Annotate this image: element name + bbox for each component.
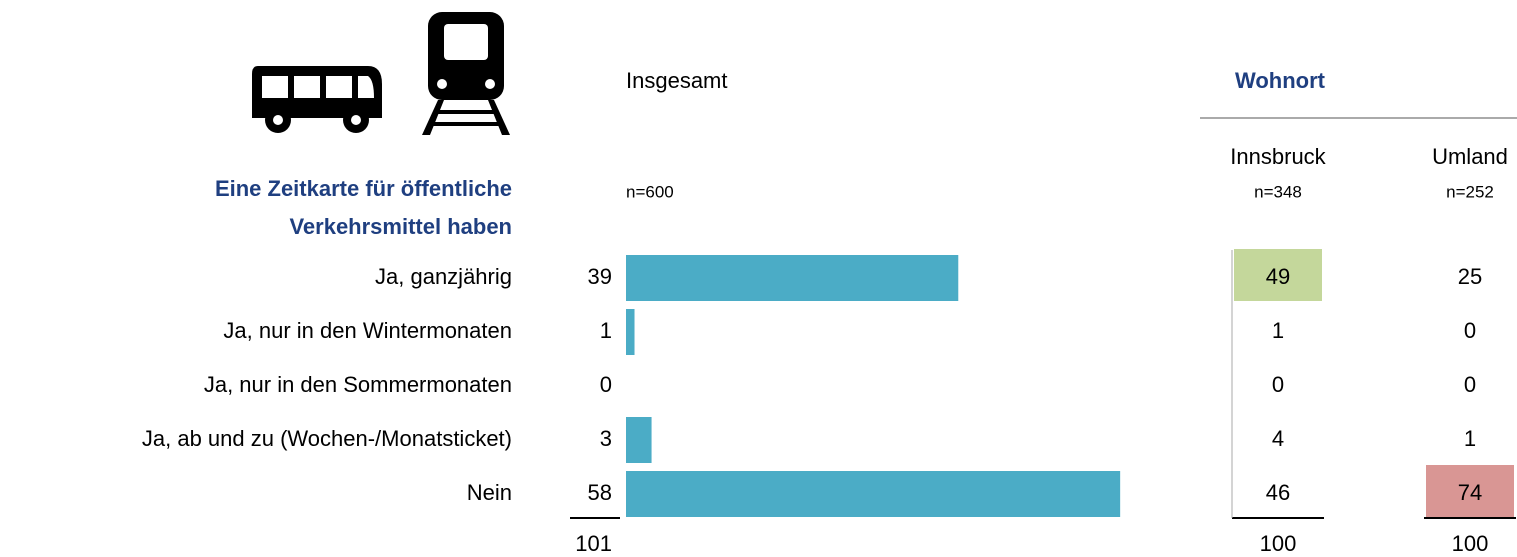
total: 100 xyxy=(1260,531,1297,556)
cell-highlight xyxy=(1234,249,1322,301)
value-label: 3 xyxy=(600,426,612,451)
cell-value: 25 xyxy=(1458,264,1482,289)
bus-icon xyxy=(252,66,382,133)
group-heading: Wohnort xyxy=(1235,68,1326,93)
category-label: Nein xyxy=(467,480,512,505)
bar xyxy=(626,309,635,355)
cell-value: 46 xyxy=(1266,480,1290,505)
section-title: Verkehrsmittel haben xyxy=(289,214,512,239)
value-label: 39 xyxy=(588,264,612,289)
cell-value: 4 xyxy=(1272,426,1284,451)
category-label: Ja, ganzjährig xyxy=(375,264,512,289)
cell-value: 0 xyxy=(1272,372,1284,397)
column-heading: Insgesamt xyxy=(626,68,728,93)
value-label: 0 xyxy=(600,372,612,397)
n-label: n=600 xyxy=(626,182,674,201)
n-label: n=252 xyxy=(1446,182,1494,201)
category-label: Ja, nur in den Wintermonaten xyxy=(223,318,512,343)
cell-highlight xyxy=(1426,465,1514,517)
cell-value: 74 xyxy=(1458,480,1482,505)
total: 101 xyxy=(575,531,612,556)
total: 100 xyxy=(1452,531,1489,556)
value-label: 1 xyxy=(600,318,612,343)
category-label: Ja, nur in den Sommermonaten xyxy=(204,372,512,397)
value-label: 58 xyxy=(588,480,612,505)
column-name: Umland xyxy=(1432,144,1508,169)
cell-value: 1 xyxy=(1272,318,1284,343)
category-label: Ja, ab und zu (Wochen-/Monatsticket) xyxy=(142,426,512,451)
train-icon xyxy=(422,12,510,135)
bar xyxy=(626,471,1121,517)
bar xyxy=(626,417,652,463)
cell-value: 1 xyxy=(1464,426,1476,451)
bar xyxy=(626,255,959,301)
cell-value: 0 xyxy=(1464,372,1476,397)
cell-value: 49 xyxy=(1266,264,1290,289)
section-title: Eine Zeitkarte für öffentliche xyxy=(215,176,512,201)
cell-value: 0 xyxy=(1464,318,1476,343)
column-name: Innsbruck xyxy=(1230,144,1326,169)
n-label: n=348 xyxy=(1254,182,1302,201)
